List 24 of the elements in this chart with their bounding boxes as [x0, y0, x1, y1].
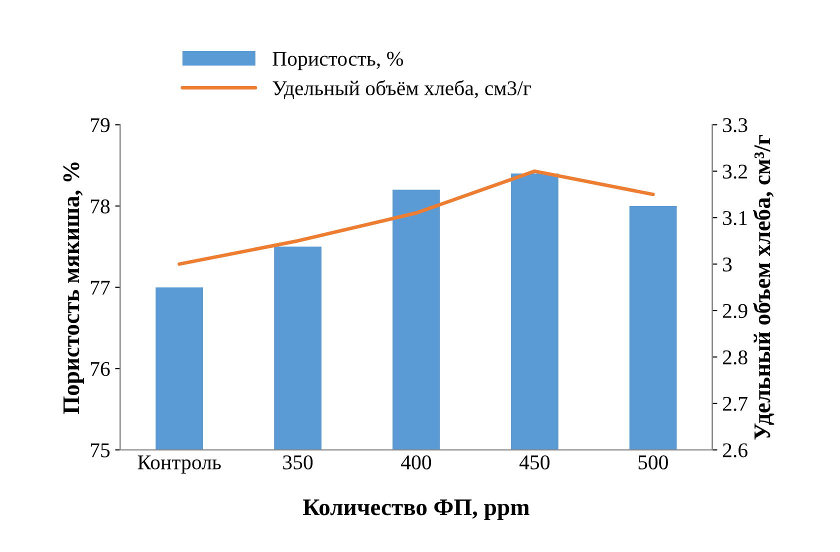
- x-tick-label: 400: [401, 455, 432, 470]
- y-tick-label: 79: [90, 118, 110, 132]
- y-tick-label: 75: [90, 443, 110, 458]
- y2-tick-label: 2.7: [722, 396, 748, 411]
- y-tick-label: 77: [90, 280, 110, 295]
- y2-tick-label: 2.6: [722, 443, 748, 458]
- x-tick-label: Контроль: [138, 456, 221, 474]
- y-axis-title: Пористость мякиша, %: [63, 162, 84, 414]
- legend-label: Удельный объём хлеба, см3/г: [272, 80, 531, 100]
- y2-tick-label: 3.1: [723, 211, 747, 226]
- x-axis-title: Количество ФП, ppm: [303, 500, 530, 520]
- y2-tick-label: 3: [723, 258, 732, 272]
- y2-tick-label: 2.9: [722, 304, 748, 318]
- y2-tick-label: 3.3: [723, 118, 748, 132]
- y2-axis-title: Удельный объем хлеба, см³/г: [753, 134, 774, 440]
- y-tick-label: 78: [90, 199, 110, 214]
- legend-label: Пористость, %: [272, 52, 403, 70]
- y2-tick-label: 3.2: [723, 164, 747, 179]
- line-series: [178, 169, 655, 266]
- y2-tick-label: 2.8: [722, 350, 748, 365]
- x-tick-label: 350: [283, 455, 313, 470]
- x-tick-label: 450: [519, 455, 550, 470]
- y-tick-label: 76: [90, 362, 110, 376]
- x-tick-label: 500: [638, 455, 668, 470]
